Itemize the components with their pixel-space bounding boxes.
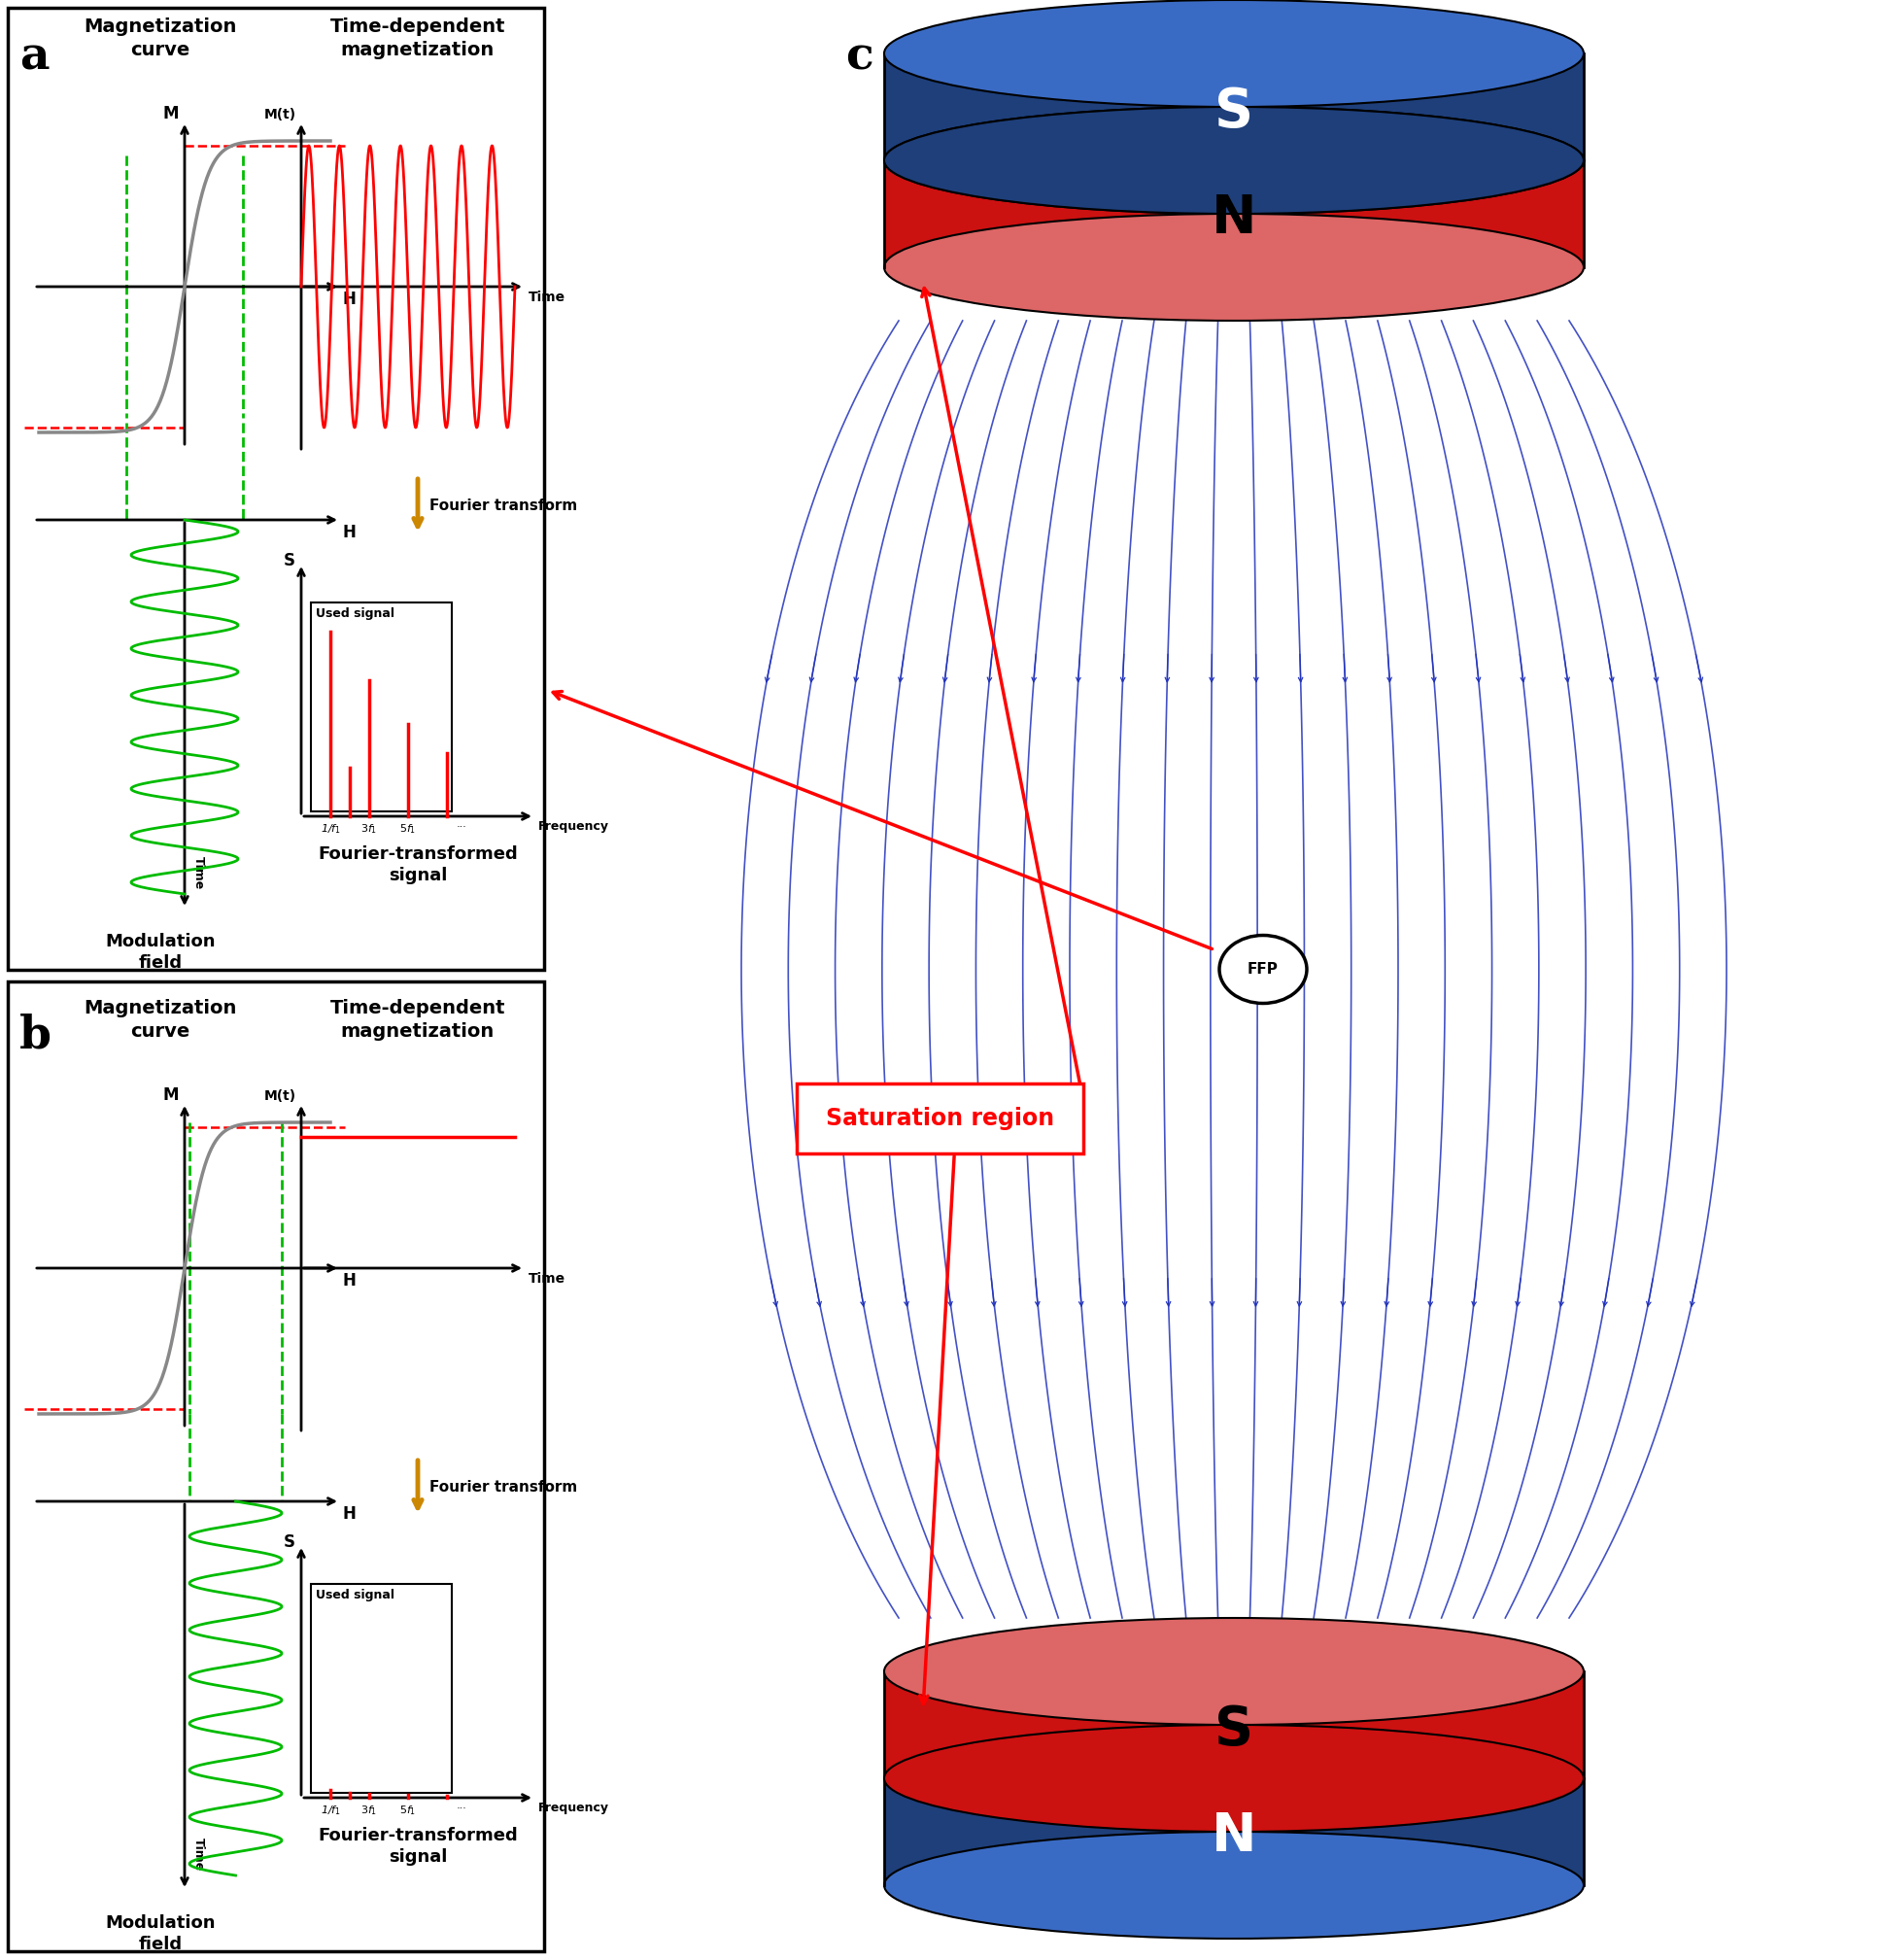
- Text: Saturation region: Saturation region: [826, 1107, 1053, 1131]
- Text: M(t): M(t): [263, 1090, 297, 1103]
- Text: Time-dependent
magnetization: Time-dependent magnetization: [329, 18, 506, 59]
- Text: Time: Time: [529, 1272, 566, 1286]
- Text: 1/$f_1$: 1/$f_1$: [320, 1803, 340, 1817]
- Text: M: M: [164, 106, 179, 122]
- Text: S: S: [1215, 1703, 1253, 1756]
- FancyBboxPatch shape: [310, 602, 451, 811]
- Text: Modulation
field: Modulation field: [105, 933, 216, 972]
- Text: Modulation
field: Modulation field: [105, 1915, 216, 1954]
- Ellipse shape: [1219, 935, 1307, 1004]
- Ellipse shape: [884, 1833, 1584, 1938]
- FancyBboxPatch shape: [8, 982, 544, 1952]
- Ellipse shape: [884, 108, 1584, 214]
- Text: $5f_1$: $5f_1$: [399, 1803, 416, 1817]
- Ellipse shape: [884, 0, 1584, 108]
- Ellipse shape: [884, 1617, 1584, 1725]
- Text: Frequency: Frequency: [538, 1801, 609, 1815]
- Ellipse shape: [884, 1725, 1584, 1833]
- FancyBboxPatch shape: [310, 1584, 451, 1793]
- Text: H: H: [342, 1505, 357, 1523]
- Text: ···: ···: [457, 1803, 466, 1813]
- FancyBboxPatch shape: [798, 1084, 1083, 1152]
- Text: Fourier transform: Fourier transform: [429, 498, 577, 514]
- Text: ···: ···: [457, 821, 466, 831]
- Text: Fourier-transformed
signal: Fourier-transformed signal: [318, 1827, 517, 1866]
- Text: S: S: [284, 1533, 295, 1550]
- Text: Fourier transform: Fourier transform: [429, 1480, 577, 1494]
- Text: $3f_1$: $3f_1$: [361, 821, 378, 835]
- Text: Magnetization
curve: Magnetization curve: [85, 1000, 237, 1041]
- Text: $3f_1$: $3f_1$: [361, 1803, 378, 1817]
- Text: S: S: [284, 553, 295, 570]
- Text: H: H: [342, 523, 357, 541]
- Text: Fourier-transformed
signal: Fourier-transformed signal: [318, 845, 517, 884]
- Text: Used signal: Used signal: [316, 608, 395, 619]
- Text: Magnetization
curve: Magnetization curve: [85, 18, 237, 59]
- Text: H: H: [342, 290, 357, 308]
- FancyBboxPatch shape: [884, 1672, 1584, 1778]
- Text: c: c: [845, 33, 873, 78]
- Text: H: H: [342, 1272, 357, 1290]
- Text: Time: Time: [192, 1837, 205, 1870]
- FancyBboxPatch shape: [8, 8, 544, 970]
- Text: Time-dependent
magnetization: Time-dependent magnetization: [329, 1000, 506, 1041]
- Text: M: M: [164, 1086, 179, 1103]
- Ellipse shape: [884, 108, 1584, 214]
- FancyBboxPatch shape: [884, 161, 1584, 267]
- Text: N: N: [1211, 1811, 1257, 1862]
- Text: a: a: [19, 33, 49, 78]
- Ellipse shape: [884, 214, 1584, 321]
- Text: M(t): M(t): [263, 108, 297, 122]
- FancyBboxPatch shape: [884, 1778, 1584, 1886]
- Text: 1/$f_1$: 1/$f_1$: [320, 821, 340, 835]
- Text: $5f_1$: $5f_1$: [399, 821, 416, 835]
- Text: b: b: [19, 1013, 51, 1056]
- Text: Time: Time: [192, 857, 205, 890]
- Text: N: N: [1211, 192, 1257, 245]
- Text: Used signal: Used signal: [316, 1590, 395, 1601]
- Text: Frequency: Frequency: [538, 819, 609, 833]
- Text: Time: Time: [529, 290, 566, 304]
- FancyBboxPatch shape: [884, 53, 1584, 161]
- Text: FFP: FFP: [1247, 962, 1279, 976]
- Text: S: S: [1215, 86, 1253, 137]
